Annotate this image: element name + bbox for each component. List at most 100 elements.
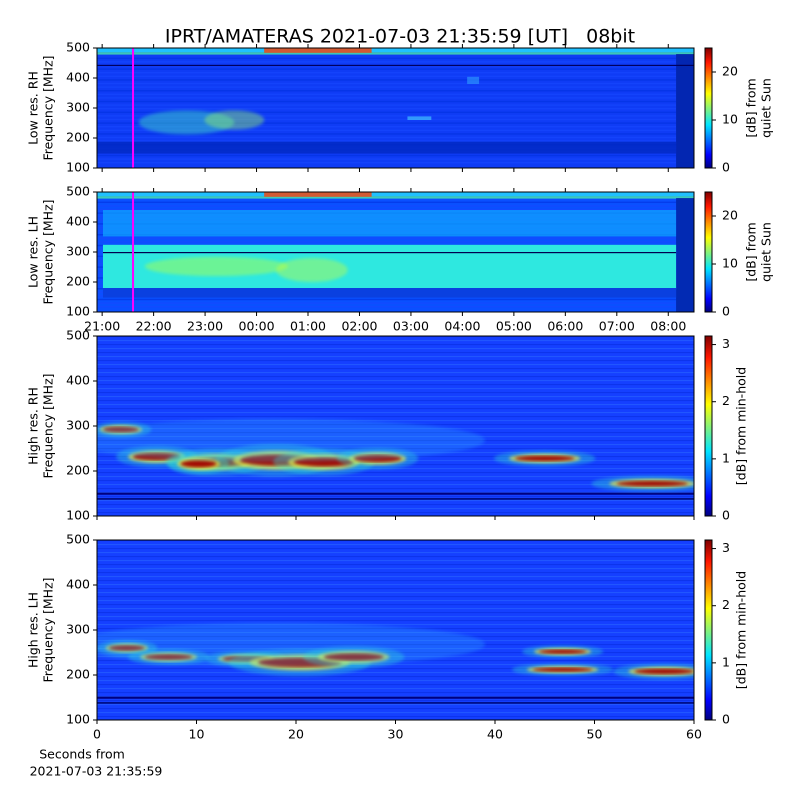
spectrogram-texture — [97, 408, 694, 410]
y-tick-label: 300 — [66, 418, 90, 433]
spectrogram-texture — [102, 252, 677, 254]
spectrogram-texture — [97, 588, 694, 590]
figure-title: IPRT/AMATERAS 2021-07-03 21:35:59 [UT] 0… — [165, 26, 635, 48]
y-tick-label: 100 — [66, 712, 90, 727]
y-axis-label: Low res. LH — [26, 216, 41, 288]
spectrogram-texture — [97, 302, 677, 304]
spectrogram-texture — [97, 118, 677, 121]
spectrogram-texture — [97, 336, 694, 338]
x-tick-label: 07:00 — [599, 319, 635, 334]
spectrogram-texture — [97, 492, 694, 495]
spectrogram-texture — [276, 258, 348, 282]
spectrogram-texture — [97, 237, 677, 240]
colorbar-label: [dB] from min-hold — [734, 571, 749, 689]
y-tick-label: 100 — [66, 508, 90, 523]
spectrogram-texture — [407, 116, 432, 120]
spectrogram-texture — [97, 676, 694, 678]
spectrogram-texture — [97, 205, 677, 207]
colorbar-label: [dB] from min-hold — [734, 367, 749, 485]
x-tick-label: 02:00 — [341, 319, 377, 334]
spectrogram-texture — [97, 472, 694, 474]
spectrogram-texture — [97, 476, 694, 478]
x-tick-label: 10 — [189, 727, 205, 742]
spectrogram-texture — [676, 54, 694, 168]
colorbar-label: [dB] from — [744, 78, 759, 137]
spectrogram-texture — [97, 576, 694, 578]
x-tick-label: 05:00 — [496, 319, 532, 334]
spectrogram-texture — [97, 404, 694, 406]
spectrogram-texture — [97, 604, 694, 606]
spectrogram-texture — [97, 356, 694, 358]
spectrogram-texture — [97, 620, 694, 622]
spectrogram-texture — [97, 680, 694, 682]
spectrogram-texture — [97, 126, 677, 128]
spectrogram-texture — [97, 704, 694, 706]
spectrogram-texture — [102, 288, 677, 298]
spectrogram-texture — [97, 115, 677, 117]
spectrogram-texture — [97, 97, 677, 99]
spectrogram-texture — [97, 540, 694, 542]
spectrogram-texture — [97, 380, 694, 382]
colorbar — [704, 335, 713, 517]
spectrogram-texture — [97, 692, 694, 694]
spectrogram-texture — [538, 649, 587, 654]
spectrogram-texture — [97, 104, 677, 106]
spectrogram-texture — [97, 580, 694, 582]
spectrogram-texture — [97, 372, 694, 374]
spectrogram-texture — [97, 544, 694, 546]
spectrogram-texture — [97, 364, 694, 366]
colorbar — [704, 47, 713, 169]
y-tick-label: 500 — [66, 40, 90, 55]
plot-area — [97, 336, 694, 516]
spectrogram-texture — [97, 111, 677, 114]
spectrogram-texture — [97, 348, 694, 350]
y-tick-label: 500 — [66, 328, 90, 343]
spectrogram-texture — [97, 208, 677, 211]
y-tick-label: 200 — [66, 667, 90, 682]
spectrogram-texture — [144, 256, 289, 276]
spectrogram-texture — [97, 480, 694, 482]
spectrogram-texture — [97, 412, 694, 414]
spectrogram-texture — [97, 612, 694, 614]
spectrogram-texture — [97, 508, 694, 510]
y-tick-label: 200 — [66, 274, 90, 289]
spectrogram-texture — [97, 672, 694, 674]
spectrogram-texture — [97, 154, 677, 157]
spectrogram-texture — [97, 500, 694, 502]
spectrogram-texture — [97, 702, 694, 704]
spectrogram-texture — [97, 388, 694, 390]
spectrogram-texture — [97, 716, 694, 718]
colorbar-tick-label: 1 — [722, 654, 730, 669]
y-tick-label: 300 — [66, 100, 90, 115]
spectrogram-texture — [97, 68, 677, 70]
spectrogram-texture — [97, 384, 694, 386]
spectrogram-texture — [97, 684, 694, 686]
spectrogram-texture — [97, 668, 694, 670]
y-tick-label: 100 — [66, 160, 90, 175]
spectrogram-texture — [264, 48, 372, 53]
colorbar-tick-label: 20 — [722, 208, 738, 223]
spectrogram-texture — [97, 368, 694, 370]
spectrogram-texture — [97, 584, 694, 586]
spectrogram-texture — [97, 624, 694, 626]
x-axis-label: 2021-07-03 21:35:59 — [30, 764, 163, 779]
x-axis-label: Seconds from — [39, 747, 125, 762]
spectrogram-texture — [97, 498, 694, 500]
spectrogram-texture — [97, 420, 694, 422]
y-tick-label: 400 — [66, 577, 90, 592]
spectrogram-texture — [97, 79, 677, 81]
spectrogram-texture — [97, 416, 694, 418]
plot-area — [97, 48, 694, 168]
spectrogram-texture — [467, 76, 480, 84]
spectrogram-texture — [514, 455, 575, 462]
spectrogram-texture — [97, 75, 677, 78]
colorbar-tick-label: 20 — [722, 64, 738, 79]
spectrogram-texture — [97, 696, 694, 698]
colorbar — [704, 539, 713, 721]
y-tick-label: 500 — [66, 184, 90, 199]
y-axis-label: Frequency [MHz] — [41, 577, 56, 682]
y-axis-label: High res. RH — [26, 387, 41, 465]
x-tick-label: 40 — [487, 727, 503, 742]
y-axis-label: High res. LH — [26, 592, 41, 668]
spectrogram-texture — [97, 608, 694, 610]
